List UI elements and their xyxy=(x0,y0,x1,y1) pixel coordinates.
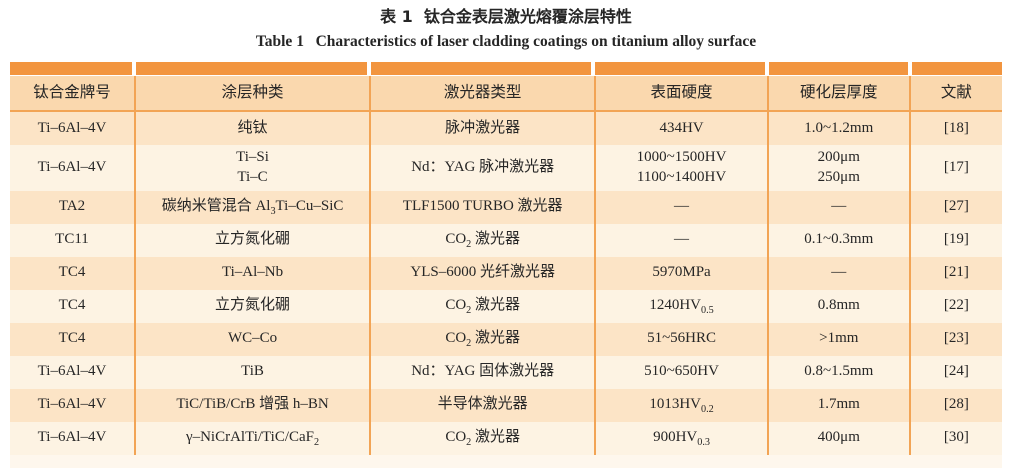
laser-cladding-table: 钛合金牌号 涂层种类 激光器类型 表面硬度 硬化层厚度 文献 Ti–6Al–4V 纯钛 脉冲激… xyxy=(10,76,1002,455)
table-row: Ti–6Al–4V 纯钛 脉冲激光器 434HV 1.0~1.2mm [18] xyxy=(10,111,1002,145)
table-cell: 400μm xyxy=(766,421,910,455)
table-cell: [17] xyxy=(908,145,1002,191)
table-cell: — xyxy=(594,223,768,257)
table-cell: 碳纳米管混合 Al3Ti–Cu–SiC xyxy=(133,190,371,224)
table-cell: [21] xyxy=(908,256,1002,290)
table-cell: 434HV xyxy=(594,111,768,145)
table-cell: TC4 xyxy=(10,289,135,323)
top-bar-segment xyxy=(768,62,908,75)
table-cell: 半导体激光器 xyxy=(369,388,596,422)
table-cell: CO2 激光器 xyxy=(369,289,596,323)
table-cell: Ti–6Al–4V xyxy=(10,355,135,389)
table-cell: 1.7mm xyxy=(766,388,910,422)
table-cell: [30] xyxy=(908,421,1002,455)
table-cell: [27] xyxy=(908,190,1002,224)
table-cell: TC4 xyxy=(10,256,135,290)
table-body: Ti–6Al–4V 纯钛 脉冲激光器 434HV 1.0~1.2mm [18] Ti–6Al… xyxy=(10,111,1002,455)
table-cell: 立方氮化硼 xyxy=(133,289,371,323)
table-cell: TiC/TiB/CrB 增强 h–BN xyxy=(133,388,371,422)
table-cell: 0.8~1.5mm xyxy=(766,355,910,389)
table-cell: TA2 xyxy=(10,190,135,224)
table-cell: — xyxy=(594,190,768,224)
table-cell: 1.0~1.2mm xyxy=(766,111,910,145)
table-cell: Nd：YAG 脉冲激光器 xyxy=(369,145,596,191)
table-cell: 0.1~0.3mm xyxy=(766,223,910,257)
table-row: Ti–6Al–4V γ–NiCrAlTi/TiC/CaF2 CO2 激光器 900HV… xyxy=(10,421,1002,455)
table-cell: CO2 激光器 xyxy=(369,223,596,257)
table-cell: 0.8mm xyxy=(766,289,910,323)
table-row: TC4 Ti–Al–Nb YLS–6000 光纤激光器 5970MPa — [21] xyxy=(10,256,1002,290)
table-cell: Ti–6Al–4V xyxy=(10,421,135,455)
top-bar-segment xyxy=(10,62,133,75)
column-header: 文献 xyxy=(908,76,1002,112)
column-header: 激光器类型 xyxy=(369,76,596,112)
table-cell: Ti–6Al–4V xyxy=(10,111,135,145)
top-bar-segment xyxy=(136,62,367,75)
table-cell: YLS–6000 光纤激光器 xyxy=(369,256,596,290)
table-title-english: Table 1 Characteristics of laser claddin… xyxy=(255,33,757,50)
header-row: 钛合金牌号 涂层种类 激光器类型 表面硬度 硬化层厚度 文献 xyxy=(10,76,1002,112)
table-cell: [24] xyxy=(908,355,1002,389)
table-cell: 1240HV0.5 xyxy=(594,289,768,323)
top-bar-segment xyxy=(595,62,765,75)
column-header: 涂层种类 xyxy=(133,76,371,112)
table-row: Ti–6Al–4V TiC/TiB/CrB 增强 h–BN 半导体激光器 1013HV… xyxy=(10,388,1002,422)
table-cell: TLF1500 TURBO 激光器 xyxy=(369,190,596,224)
table-top-bar xyxy=(10,62,1002,75)
table-row: TC11 立方氮化硼 CO2 激光器 —0.1~0.3mm [19] xyxy=(10,223,1002,257)
top-bar-segment xyxy=(911,62,1002,75)
table-cell: 51~56HRC xyxy=(594,322,768,356)
table-cell: Ti–6Al–4V xyxy=(10,145,135,191)
table-cell: 1000~1500HV 1100~1400HV xyxy=(594,145,768,191)
table-cell: Nd：YAG 固体激光器 xyxy=(369,355,596,389)
table-cell: Ti–Si Ti–C xyxy=(133,145,371,191)
table-cell: — xyxy=(766,190,910,224)
table-cell: >1mm xyxy=(766,322,910,356)
table-cell: TC11 xyxy=(10,223,135,257)
table-cell: 200μm 250μm xyxy=(766,145,910,191)
table-cell: [22] xyxy=(908,289,1002,323)
table-cell: — xyxy=(766,256,910,290)
table-cell: γ–NiCrAlTi/TiC/CaF2 xyxy=(133,421,371,455)
table-cell: TC4 xyxy=(10,322,135,356)
table-cell: [28] xyxy=(908,388,1002,422)
table-cell: 脉冲激光器 xyxy=(369,111,596,145)
table-row: TC4 立方氮化硼 CO2 激光器 1240HV0.5 0.8mm [22] xyxy=(10,289,1002,323)
table-cell: [18] xyxy=(908,111,1002,145)
column-header: 表面硬度 xyxy=(594,76,768,112)
table-cell: 510~650HV xyxy=(594,355,768,389)
table-cell: 纯钛 xyxy=(133,111,371,145)
table-cell: [23] xyxy=(908,322,1002,356)
table-title-chinese: 表 1 钛合金表层激光熔覆涂层特性 xyxy=(380,7,632,26)
table-bottom-strip xyxy=(10,454,1002,468)
table-cell: 立方氮化硼 xyxy=(133,223,371,257)
table-cell: [19] xyxy=(908,223,1002,257)
column-header: 钛合金牌号 xyxy=(10,76,135,112)
data-table-container: 钛合金牌号 涂层种类 激光器类型 表面硬度 硬化层厚度 文献 Ti–6Al–4V 纯钛 脉冲激… xyxy=(10,62,1002,468)
table-row: Ti–6Al–4V TiB Nd：YAG 固体激光器 510~650HV 0.8~1.5… xyxy=(10,355,1002,389)
top-bar-segment xyxy=(370,62,592,75)
table-cell: CO2 激光器 xyxy=(369,421,596,455)
table-row: TC4 WC–Co CO2 激光器 51~56HRC >1mm [23] xyxy=(10,322,1002,356)
table-cell: Ti–Al–Nb xyxy=(133,256,371,290)
table-cell: TiB xyxy=(133,355,371,389)
table-row: TA2 碳纳米管混合 Al3Ti–Cu–SiC TLF1500 TURBO 激光器 —… xyxy=(10,190,1002,224)
table-caption: 表 1 钛合金表层激光熔覆涂层特性 Table 1 Characteristic… xyxy=(0,0,1012,52)
table-cell: 1013HV0.2 xyxy=(594,388,768,422)
table-cell: Ti–6Al–4V xyxy=(10,388,135,422)
table-cell: CO2 激光器 xyxy=(369,322,596,356)
table-cell: 5970MPa xyxy=(594,256,768,290)
table-cell: WC–Co xyxy=(133,322,371,356)
table-cell: 900HV0.3 xyxy=(594,421,768,455)
table-row: Ti–6Al–4V Ti–Si Ti–C Nd：YAG 脉冲激光器 1000~1500H… xyxy=(10,145,1002,191)
column-header: 硬化层厚度 xyxy=(766,76,910,112)
